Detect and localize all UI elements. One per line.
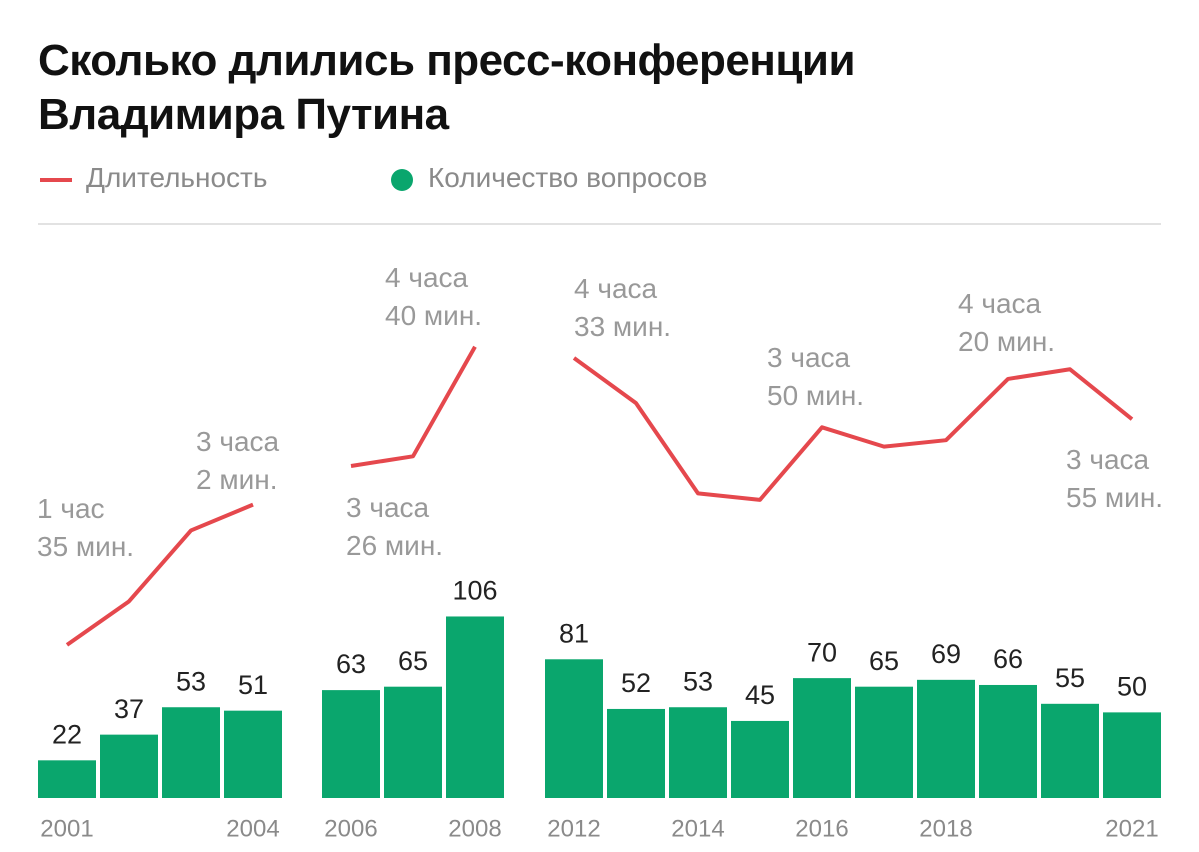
- bar: [38, 760, 96, 798]
- duration-line: [572, 356, 1134, 502]
- bar: [669, 707, 727, 798]
- chart-title: Сколько длились пресс-конференции Владим…: [38, 36, 856, 139]
- bar-value-label: 45: [745, 680, 775, 710]
- duration-line: [65, 502, 254, 647]
- legend-dot-swatch: [391, 169, 413, 191]
- bar: [731, 720, 789, 798]
- bar-value-label: 106: [452, 576, 497, 606]
- bar-value-label: 53: [176, 666, 206, 696]
- bar: [855, 686, 913, 798]
- bar: [917, 679, 975, 798]
- legend-label: Длительность: [86, 162, 268, 193]
- duration-label: 3 часа 55 мин.: [1066, 444, 1164, 514]
- duration-label: 3 часа 26 мин.: [346, 491, 444, 561]
- bar-value-label: 63: [336, 649, 366, 679]
- bar-value-label: 55: [1055, 663, 1085, 693]
- bar-value-label: 65: [869, 646, 899, 676]
- x-tick-label: 2001: [40, 815, 93, 842]
- bar: [1103, 712, 1161, 798]
- bar-value-label: 81: [559, 618, 589, 648]
- duration-label: 3 часа 2 мин.: [196, 425, 280, 495]
- x-tick-label: 2016: [795, 815, 848, 842]
- x-tick-label: 2018: [919, 815, 972, 842]
- bar: [545, 659, 603, 798]
- bar-value-label: 37: [114, 694, 144, 724]
- duration-label: 3 часа 50 мин.: [767, 342, 865, 412]
- bar-value-label: 69: [931, 639, 961, 669]
- legend-label: Количество вопросов: [428, 162, 708, 193]
- duration-label: 4 часа 33 мин.: [574, 272, 672, 342]
- duration-line: [350, 345, 477, 468]
- x-tick-label: 2004: [226, 815, 279, 842]
- x-tick-label: 2014: [671, 815, 724, 842]
- bar-value-label: 50: [1117, 672, 1147, 702]
- x-tick-label: 2021: [1105, 815, 1158, 842]
- bar-value-label: 51: [238, 670, 268, 700]
- duration-label: 1 час 35 мин.: [37, 492, 135, 562]
- bar-value-label: 22: [52, 719, 82, 749]
- bar-value-label: 70: [807, 637, 837, 667]
- bar-value-label: 65: [398, 646, 428, 676]
- duration-label: 4 часа 20 мин.: [958, 287, 1056, 357]
- bar: [793, 678, 851, 798]
- bar: [162, 707, 220, 798]
- bar-value-label: 52: [621, 668, 651, 698]
- bar-value-label: 66: [993, 644, 1023, 674]
- bar: [607, 708, 665, 798]
- bar-value-label: 53: [683, 666, 713, 696]
- bar: [224, 710, 282, 798]
- bar: [384, 686, 442, 798]
- bar: [322, 690, 380, 798]
- bar: [446, 616, 504, 798]
- bar: [100, 734, 158, 798]
- x-tick-label: 2012: [547, 815, 600, 842]
- duration-label: 4 часа 40 мин.: [385, 261, 483, 331]
- bar: [979, 684, 1037, 798]
- x-tick-label: 2008: [448, 815, 501, 842]
- bar: [1041, 703, 1099, 798]
- x-tick-label: 2006: [324, 815, 377, 842]
